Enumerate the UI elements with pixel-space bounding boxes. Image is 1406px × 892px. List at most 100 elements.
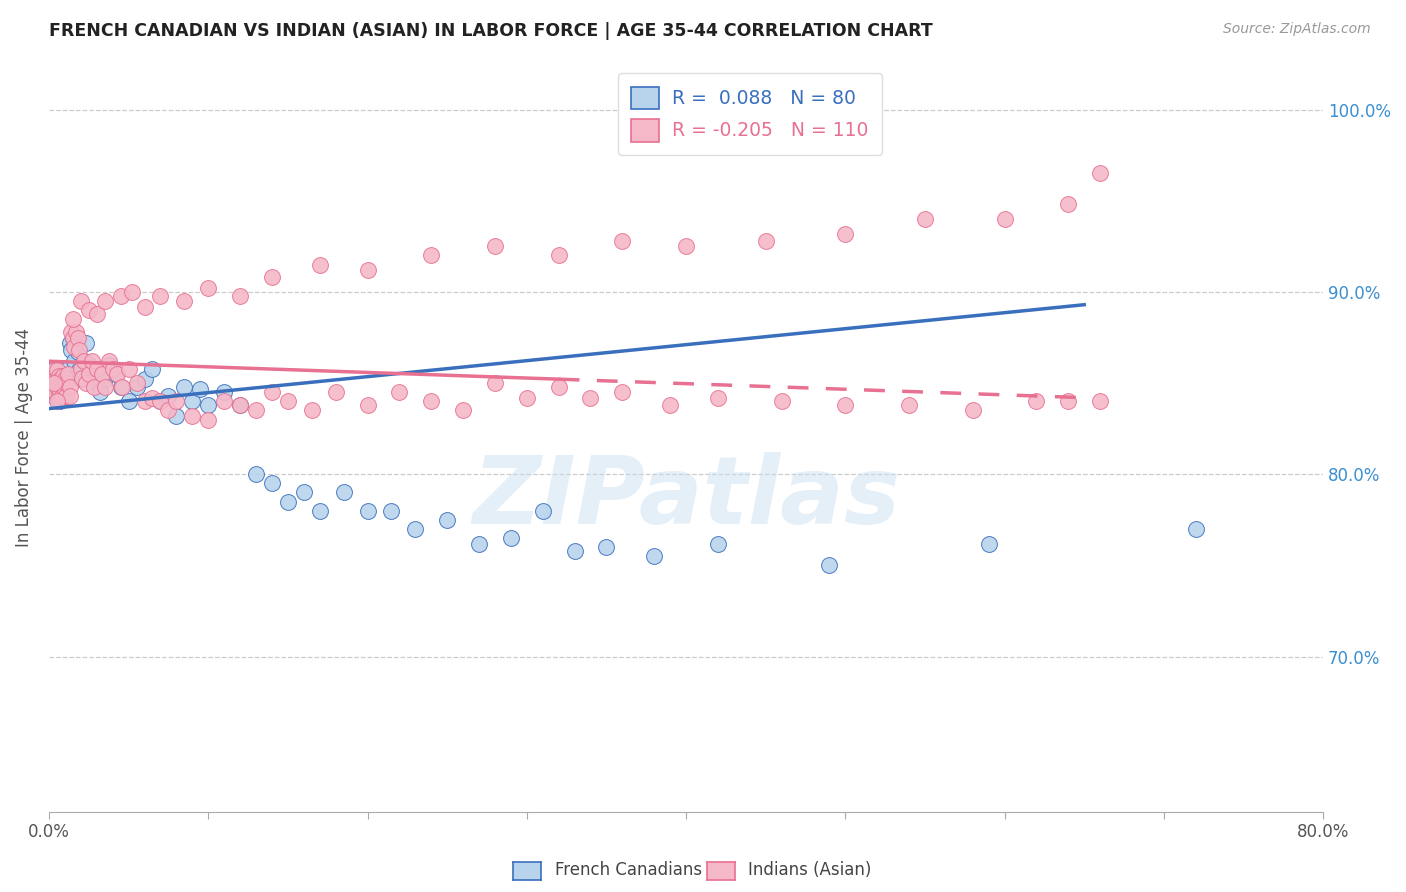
Point	[49, 380, 72, 394]
Point	[292, 485, 315, 500]
Point	[75, 376, 97, 390]
Point	[49, 372, 72, 386]
Point	[90, 367, 112, 381]
Point	[42, 380, 65, 394]
Point	[101, 361, 124, 376]
Point	[63, 340, 86, 354]
Point	[51, 376, 73, 390]
Point	[436, 513, 458, 527]
Point	[45, 389, 67, 403]
Point	[484, 239, 506, 253]
Y-axis label: In Labor Force | Age 35-44: In Labor Force | Age 35-44	[15, 328, 32, 548]
Point	[260, 270, 283, 285]
Point	[51, 382, 73, 396]
Point	[531, 504, 554, 518]
Point	[42, 370, 65, 384]
Point	[245, 467, 267, 482]
Point	[141, 361, 163, 376]
Point	[42, 376, 65, 390]
Point	[173, 380, 195, 394]
Point	[994, 212, 1017, 227]
Point	[104, 367, 127, 381]
Point	[48, 385, 70, 400]
Point	[56, 361, 79, 376]
Point	[643, 549, 665, 564]
Point	[134, 394, 156, 409]
Point	[468, 536, 491, 550]
Point	[141, 391, 163, 405]
Point	[55, 389, 77, 403]
Point	[44, 385, 66, 400]
Point	[420, 248, 443, 262]
Point	[564, 544, 586, 558]
Point	[86, 361, 108, 376]
Point	[612, 385, 634, 400]
Point	[547, 380, 569, 394]
Point	[834, 398, 856, 412]
Point	[48, 368, 70, 383]
Point	[260, 476, 283, 491]
Point	[420, 394, 443, 409]
Point	[67, 343, 90, 358]
Point	[277, 494, 299, 508]
Point	[44, 372, 66, 386]
Point	[612, 234, 634, 248]
Point	[121, 285, 143, 299]
Point	[45, 363, 67, 377]
Point	[72, 370, 94, 384]
Point	[53, 372, 76, 386]
Text: French Canadians: French Canadians	[555, 861, 703, 879]
Point	[212, 394, 235, 409]
Point	[1025, 394, 1047, 409]
Point	[149, 394, 172, 409]
Point	[49, 394, 72, 409]
Point	[134, 372, 156, 386]
Point	[1184, 522, 1206, 536]
Point	[898, 398, 921, 412]
Point	[60, 325, 83, 339]
Point	[110, 380, 132, 394]
Point	[356, 263, 378, 277]
Point	[48, 376, 70, 390]
Point	[229, 398, 252, 412]
Point	[48, 367, 70, 381]
Point	[69, 294, 91, 309]
Point	[45, 370, 67, 384]
Point	[39, 380, 62, 394]
Point	[41, 363, 63, 377]
Point	[65, 325, 87, 339]
Point	[52, 389, 75, 403]
Point	[80, 370, 103, 384]
Point	[69, 372, 91, 386]
Point	[44, 374, 66, 388]
Point	[42, 376, 65, 390]
Point	[49, 382, 72, 396]
Point	[308, 504, 330, 518]
Point	[98, 354, 121, 368]
Point	[595, 540, 617, 554]
Point	[59, 380, 82, 394]
Point	[165, 394, 187, 409]
Text: ZIPatlas: ZIPatlas	[472, 451, 900, 543]
Point	[67, 363, 90, 377]
Point	[42, 368, 65, 383]
Point	[39, 368, 62, 383]
Point	[579, 391, 602, 405]
Point	[197, 398, 219, 412]
Point	[41, 380, 63, 394]
Point	[41, 367, 63, 381]
Point	[62, 330, 84, 344]
Point	[66, 345, 89, 359]
Point	[659, 398, 682, 412]
Point	[181, 394, 204, 409]
Point	[73, 354, 96, 368]
Point	[93, 372, 115, 386]
Point	[1057, 197, 1080, 211]
Point	[42, 389, 65, 403]
Point	[98, 358, 121, 372]
Point	[277, 394, 299, 409]
Point	[52, 380, 75, 394]
Point	[73, 354, 96, 368]
Point	[977, 536, 1000, 550]
Text: Indians (Asian): Indians (Asian)	[748, 861, 872, 879]
